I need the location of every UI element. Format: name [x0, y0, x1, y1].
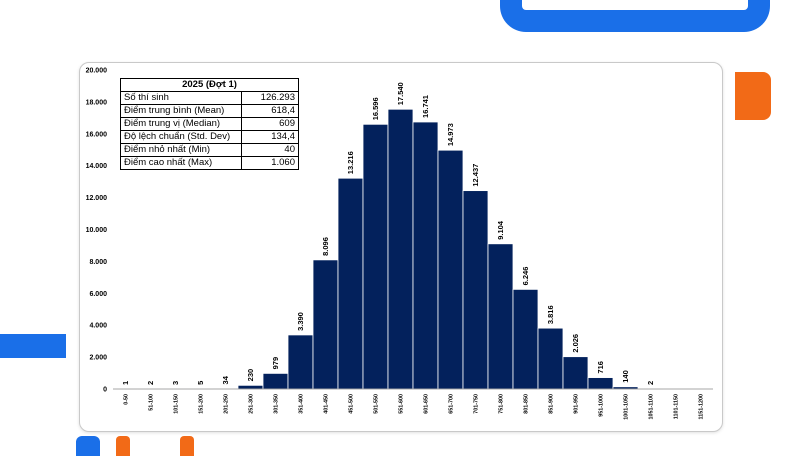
bar-value-label: 716 [596, 361, 605, 374]
x-tick-label: 551-600 [399, 394, 405, 414]
stats-row-candidates: Số thí sinh 126.293 [120, 91, 299, 105]
decor-orange-block [735, 72, 771, 120]
histogram-bar [237, 384, 264, 390]
histogram-bar [262, 372, 289, 390]
histogram-bar [437, 149, 464, 390]
bar-value-label: 140 [621, 370, 630, 383]
bar-value-label: 13.216 [346, 151, 355, 174]
bar-value-label: 1 [121, 381, 130, 385]
histogram-bar [487, 243, 514, 390]
x-tick-label: 151-200 [199, 394, 205, 414]
x-tick-label: 401-450 [324, 394, 330, 414]
x-tick-label: 1151-1200 [699, 394, 705, 419]
stats-label: Số thí sinh [120, 91, 242, 105]
x-tick-label: 751-800 [499, 394, 505, 414]
stats-value: 126.293 [241, 91, 299, 105]
stats-label: Điểm cao nhất (Max) [120, 156, 242, 170]
bar-value-label: 2 [646, 381, 655, 385]
y-tick-label: 10.000 [86, 227, 108, 234]
decor-blue-bar-left [0, 334, 66, 358]
bar-value-label: 5 [196, 381, 205, 385]
x-tick-label: 0-50 [124, 394, 130, 405]
stats-value: 40 [241, 143, 299, 157]
stats-value: 134,4 [241, 130, 299, 144]
x-tick-label: 1101-1150 [674, 394, 680, 419]
stats-row-max: Điểm cao nhất (Max) 1.060 [120, 156, 299, 170]
bar-value-label: 2 [146, 381, 155, 385]
stats-table: 2025 (Đợt 1) Số thí sinh 126.293 Điểm tr… [120, 78, 299, 170]
stats-label: Điểm trung bình (Mean) [120, 104, 242, 118]
bar-value-label: 3.390 [296, 312, 305, 331]
bar-value-label: 230 [246, 369, 255, 382]
x-tick-label: 501-550 [374, 394, 380, 414]
y-tick-label: 20.000 [86, 68, 108, 75]
y-tick-label: 6.000 [89, 291, 107, 298]
stats-table-header-row: 2025 (Đợt 1) [120, 78, 299, 92]
stats-row-stddev: Độ lệch chuẩn (Std. Dev) 134,4 [120, 130, 299, 144]
histogram-bar [337, 177, 364, 390]
bar-value-label: 8.096 [321, 237, 330, 256]
x-tick-label: 951-1000 [599, 394, 605, 417]
stats-value: 618,4 [241, 104, 299, 118]
x-tick-label: 1001-1050 [624, 394, 630, 420]
bar-value-label: 6.246 [521, 267, 530, 286]
bar-value-label: 3 [171, 381, 180, 385]
x-tick-label: 351-400 [299, 394, 305, 414]
x-tick-label: 1051-1100 [649, 394, 655, 419]
stats-label: Độ lệch chuẩn (Std. Dev) [120, 130, 242, 144]
bar-value-label: 979 [271, 357, 280, 370]
stats-value: 1.060 [241, 156, 299, 170]
y-tick-label: 0 [103, 387, 107, 394]
bar-value-label: 9.104 [496, 220, 505, 240]
x-tick-label: 701-750 [474, 394, 480, 414]
bar-value-label: 14.973 [446, 123, 455, 146]
stats-row-median: Điểm trung vị (Median) 609 [120, 117, 299, 131]
histogram-bar [587, 377, 614, 390]
x-tick-label: 201-250 [224, 394, 230, 414]
histogram-bar [287, 334, 314, 390]
y-tick-label: 4.000 [89, 323, 107, 330]
histogram-bar [462, 190, 489, 390]
stats-table-title: 2025 (Đợt 1) [120, 78, 299, 92]
x-tick-label: 51-100 [149, 394, 155, 411]
x-tick-label: 801-850 [524, 394, 530, 414]
histogram-bar [387, 108, 414, 390]
y-tick-label: 2.000 [89, 355, 107, 362]
bar-value-label: 12.437 [471, 164, 480, 187]
bar-value-label: 34 [221, 375, 230, 384]
y-tick-label: 18.000 [86, 99, 108, 106]
y-tick-label: 8.000 [89, 259, 107, 266]
stats-value: 609 [241, 117, 299, 131]
stats-label: Điểm nhỏ nhất (Min) [120, 143, 242, 157]
bar-value-label: 17.540 [396, 82, 405, 105]
bar-value-label: 3.816 [546, 305, 555, 324]
y-tick-label: 16.000 [86, 131, 108, 138]
x-tick-label: 451-500 [349, 394, 355, 414]
stats-label: Điểm trung vị (Median) [120, 117, 242, 131]
x-tick-label: 251-300 [249, 394, 255, 414]
bar-value-label: 16.596 [371, 97, 380, 120]
histogram-bar [512, 288, 539, 390]
bar-value-label: 2.026 [571, 334, 580, 353]
stats-row-min: Điểm nhỏ nhất (Min) 40 [120, 143, 299, 157]
histogram-bar [562, 356, 589, 390]
x-tick-label: 101-150 [174, 394, 180, 414]
x-tick-label: 901-950 [574, 394, 580, 414]
x-tick-label: 651-700 [449, 394, 455, 414]
x-tick-label: 301-350 [274, 394, 280, 414]
x-tick-label: 601-650 [424, 394, 430, 414]
y-tick-label: 12.000 [86, 195, 108, 202]
stats-row-mean: Điểm trung bình (Mean) 618,4 [120, 104, 299, 118]
histogram-bar [362, 123, 389, 390]
histogram-bar [537, 327, 564, 390]
x-tick-label: 851-900 [549, 394, 555, 414]
histogram-bar [412, 121, 439, 390]
y-tick-label: 14.000 [86, 163, 108, 170]
bar-value-label: 16.741 [421, 95, 430, 118]
histogram-bar [312, 259, 339, 390]
